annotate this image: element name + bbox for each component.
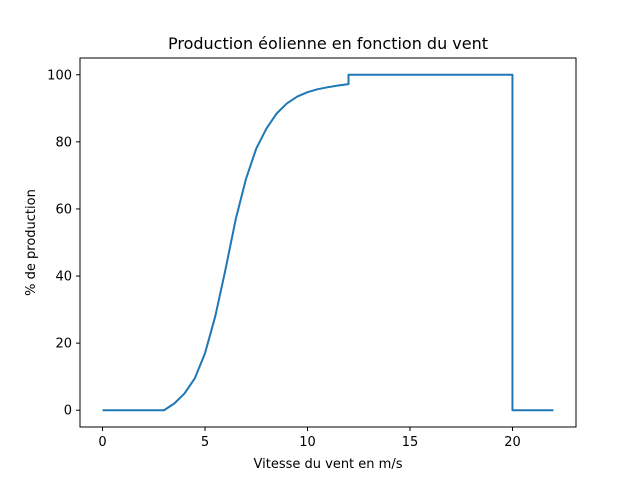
chart-title: Production éolienne en fonction du vent <box>168 34 488 53</box>
x-tick-label: 20 <box>504 435 521 450</box>
x-axis-label: Vitesse du vent en m/s <box>254 457 403 472</box>
x-tick-label: 5 <box>201 435 209 450</box>
x-tick-label: 10 <box>299 435 316 450</box>
plot-area <box>102 73 554 412</box>
y-axis-label: % de production <box>24 189 39 296</box>
plot-frame <box>79 57 577 428</box>
axis-ticks: 0 5 10 15 20 0 20 40 60 80 100 <box>47 68 521 450</box>
series-line-0 <box>102 73 554 412</box>
y-tick-label: 100 <box>47 68 72 83</box>
x-tick-label: 15 <box>402 435 419 450</box>
y-tick-label: 0 <box>64 404 72 419</box>
y-tick-label: 60 <box>55 202 72 217</box>
y-tick-label: 80 <box>55 135 72 150</box>
y-tick-label: 40 <box>55 270 72 285</box>
y-tick-label: 20 <box>55 337 72 352</box>
x-tick-label: 0 <box>98 435 106 450</box>
